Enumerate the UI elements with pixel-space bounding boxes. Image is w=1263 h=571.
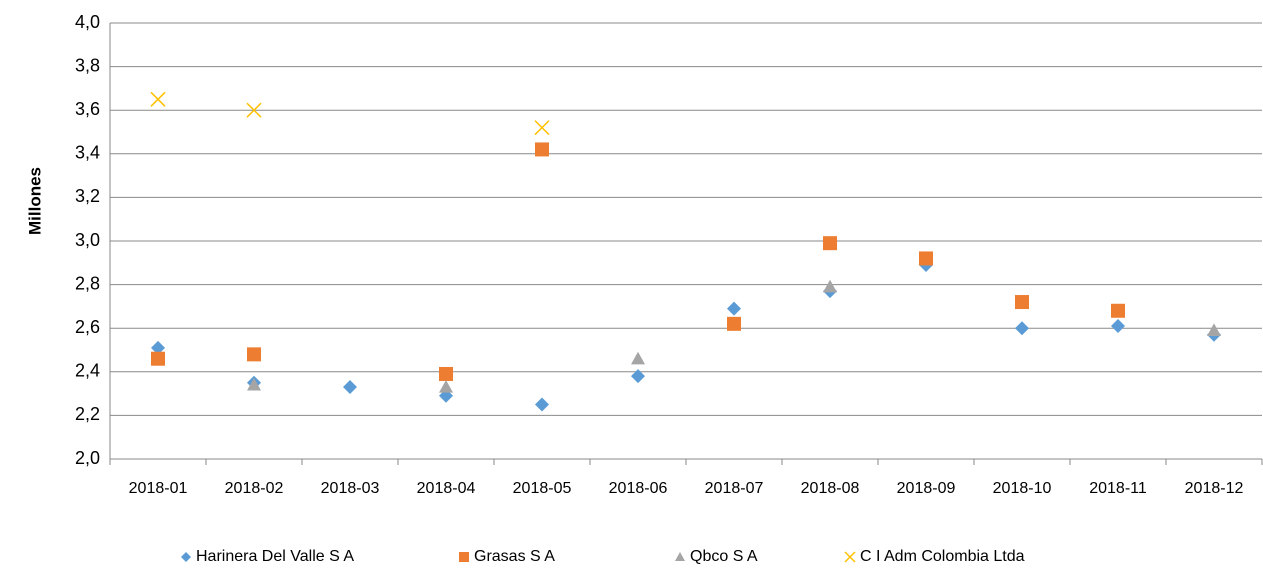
marker [534, 120, 550, 136]
marker [439, 366, 453, 381]
legend-marker [844, 551, 856, 563]
marker [631, 369, 645, 384]
marker [439, 380, 453, 393]
legend-marker [675, 552, 685, 561]
marker [151, 351, 165, 366]
marker [823, 236, 837, 251]
legend-label: Grasas S A [474, 548, 555, 565]
y-tick-label: 3,4 [75, 143, 100, 163]
legend-item: C I Adm Colombia Ltda [844, 548, 1025, 565]
x-tick-label: 2018-01 [129, 480, 188, 497]
marker [247, 377, 261, 391]
marker [151, 340, 165, 355]
marker [247, 347, 261, 362]
x-tick-label: 2018-04 [417, 480, 476, 497]
marker [535, 397, 549, 412]
marker [1015, 321, 1029, 336]
marker [1207, 323, 1221, 336]
x-tick-label: 2018-03 [321, 480, 380, 497]
legend-label: C I Adm Colombia Ltda [860, 548, 1025, 565]
marker [823, 279, 837, 293]
legend-marker [181, 552, 191, 562]
legend-label: Harinera Del Valle S A [196, 548, 354, 565]
y-tick-label: 3,0 [75, 230, 100, 250]
x-tick-label: 2018-02 [225, 480, 284, 497]
marker [343, 380, 357, 395]
y-tick-label: 2,2 [75, 404, 100, 424]
x-tick-label: 2018-11 [1089, 480, 1147, 497]
marker [919, 251, 933, 266]
y-tick-label: 3,8 [75, 55, 100, 75]
x-tick-label: 2018-08 [801, 480, 860, 497]
marker [1015, 295, 1029, 310]
x-tick-label: 2018-10 [993, 480, 1052, 497]
marker [1111, 319, 1125, 334]
y-tick-label: 2,6 [75, 317, 100, 337]
x-tick-label: 2018-06 [609, 480, 668, 497]
legend-label: Qbco S A [690, 548, 758, 565]
marker [631, 351, 645, 365]
marker [727, 316, 741, 331]
x-tick-label: 2018-12 [1185, 480, 1244, 497]
legend-item: Grasas S A [459, 548, 555, 565]
y-tick-label: 2,0 [75, 448, 100, 468]
marker [246, 102, 262, 118]
x-tick-label: 2018-07 [705, 480, 764, 497]
y-tick-label: 2,4 [75, 361, 100, 381]
y-tick-label: 3,2 [75, 186, 100, 206]
legend-item: Harinera Del Valle S A [181, 548, 354, 565]
y-tick-label: 2,8 [75, 273, 100, 293]
legend-item: Qbco S A [675, 548, 758, 565]
marker [1111, 303, 1125, 318]
y-axis-label: Millones [25, 167, 44, 235]
y-tick-label: 3,6 [75, 99, 100, 119]
x-tick-label: 2018-05 [513, 480, 572, 497]
marker [150, 91, 166, 107]
marker [535, 142, 549, 157]
x-tick-label: 2018-09 [897, 480, 956, 497]
marker [727, 301, 741, 316]
y-tick-label: 4,0 [75, 12, 100, 32]
legend-marker [459, 552, 469, 562]
